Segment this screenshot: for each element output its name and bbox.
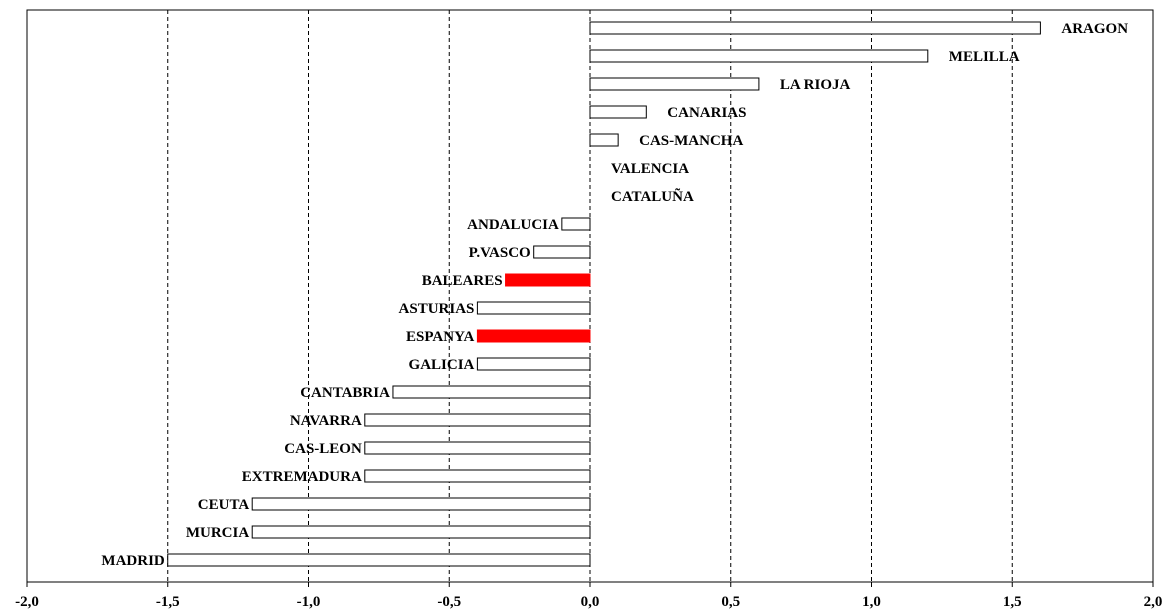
bar-la-rioja bbox=[589, 77, 760, 91]
category-label: P.VASCO bbox=[469, 245, 531, 261]
category-label: MADRID bbox=[101, 553, 164, 569]
x-tick-label: -1,5 bbox=[156, 594, 180, 610]
bar-melilla bbox=[589, 49, 929, 63]
bar-baleares bbox=[505, 273, 591, 287]
bar-p-vasco bbox=[533, 245, 591, 259]
bar-murcia bbox=[251, 525, 591, 539]
bar-galicia bbox=[476, 357, 591, 371]
bar-extremadura bbox=[364, 469, 591, 483]
category-label: CANTABRIA bbox=[300, 385, 390, 401]
x-tick-label: 0,0 bbox=[581, 594, 600, 610]
category-labels: ARAGON MELILLA LA RIOJA CANARIAS CAS-MANCHA V… bbox=[101, 21, 1128, 569]
bar-asturias bbox=[476, 301, 591, 315]
bar-cantabria bbox=[392, 385, 591, 399]
gridlines bbox=[167, 10, 1013, 582]
x-tick-label: 2,0 bbox=[1144, 594, 1163, 610]
category-label: GALICIA bbox=[409, 357, 475, 373]
x-tick-label: -0,5 bbox=[437, 594, 461, 610]
category-label: MURCIA bbox=[186, 525, 249, 541]
category-label: ASTURIAS bbox=[399, 301, 475, 317]
bar-cas-leon bbox=[364, 441, 591, 455]
bar-aragon bbox=[589, 21, 1041, 35]
bar-espanya bbox=[476, 329, 591, 343]
x-tick-label: -1,0 bbox=[297, 594, 321, 610]
category-label: EXTREMADURA bbox=[242, 469, 362, 485]
x-axis-ticks: -2,0 -1,5 -1,0 -0,5 0,0 0,5 1,0 1,5 2,0 bbox=[15, 582, 1162, 610]
category-label: CEUTA bbox=[198, 497, 250, 513]
x-tick-label: -2,0 bbox=[15, 594, 39, 610]
bar-navarra bbox=[364, 413, 591, 427]
category-label: ANDALUCIA bbox=[467, 217, 559, 233]
bar-cas-mancha bbox=[589, 133, 619, 147]
category-label: LA RIOJA bbox=[780, 77, 851, 93]
bar-ceuta bbox=[251, 497, 591, 511]
bar-andalucia bbox=[561, 217, 591, 231]
bars-group bbox=[167, 21, 1041, 567]
x-tick-label: 1,0 bbox=[862, 594, 881, 610]
category-label: MELILLA bbox=[949, 49, 1020, 65]
category-label: CATALUÑA bbox=[611, 187, 694, 205]
bar-madrid bbox=[167, 553, 591, 567]
category-label: VALENCIA bbox=[611, 161, 689, 177]
category-label: CAS-MANCHA bbox=[639, 133, 743, 149]
category-label: ESPANYA bbox=[406, 329, 475, 345]
category-label: ARAGON bbox=[1061, 21, 1128, 37]
bar-canarias bbox=[589, 105, 647, 119]
category-label: NAVARRA bbox=[290, 413, 362, 429]
category-label: BALEARES bbox=[422, 273, 503, 289]
x-tick-label: 1,5 bbox=[1003, 594, 1022, 610]
x-tick-label: 0,5 bbox=[721, 594, 740, 610]
category-label: CAS-LEON bbox=[284, 441, 362, 457]
category-label: CANARIAS bbox=[667, 105, 746, 121]
